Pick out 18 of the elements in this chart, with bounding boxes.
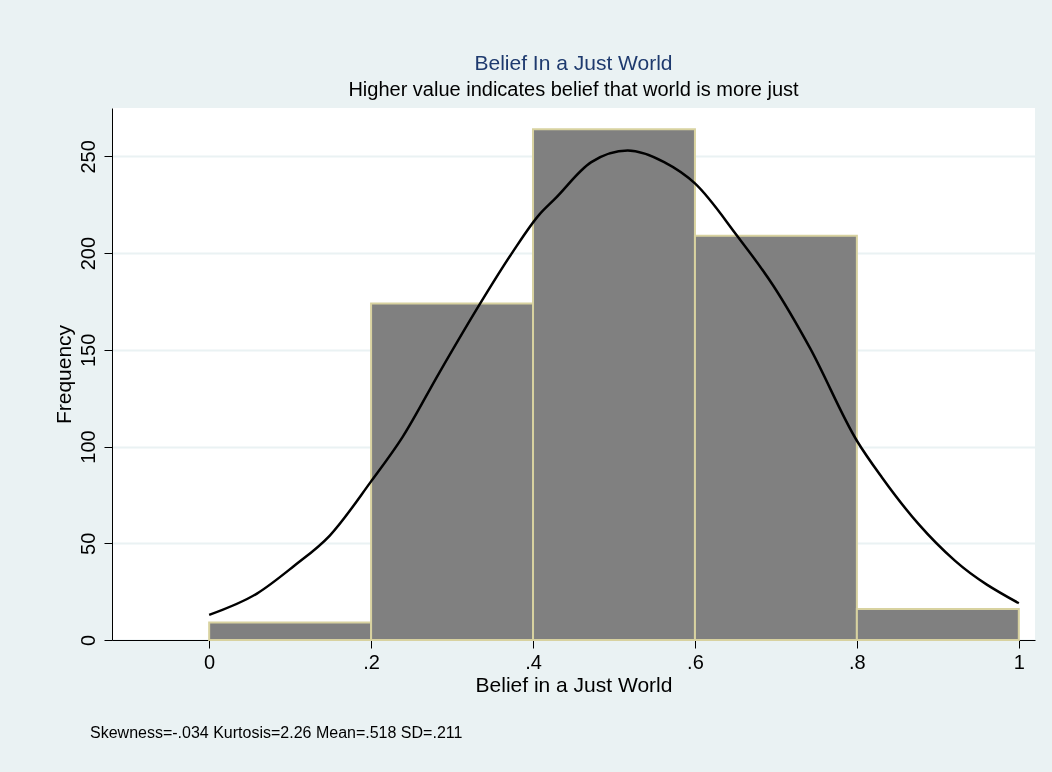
line-series xyxy=(207,149,1021,617)
y-axis-title: Frequency xyxy=(51,324,75,425)
y-tick-label: 200 xyxy=(76,236,99,271)
x-axis-title: Belief in a Just World xyxy=(475,672,673,696)
x-tick-label: .4 xyxy=(525,650,542,673)
x-tick-label: .8 xyxy=(849,650,866,673)
y-tick-label: 150 xyxy=(76,333,99,368)
y-tick-label: 100 xyxy=(76,430,99,464)
x-tick-label: 1 xyxy=(1013,650,1025,673)
x-tick-label: .6 xyxy=(687,650,704,673)
chart-title: Belief In a Just World xyxy=(474,51,673,74)
chart-subtitle: Higher value indicates belief that world is more just xyxy=(348,78,800,100)
x-tick-label: 0 xyxy=(204,650,216,673)
y-tick-label: 0 xyxy=(76,634,99,647)
x-tick-label: .2 xyxy=(363,650,380,673)
y-tick-label: 50 xyxy=(76,532,99,555)
y-tick-label: 250 xyxy=(76,140,99,174)
text: Skewness=-.034 Kurtosis=2.26 Mean=.518 SD=.211 xyxy=(90,724,463,741)
